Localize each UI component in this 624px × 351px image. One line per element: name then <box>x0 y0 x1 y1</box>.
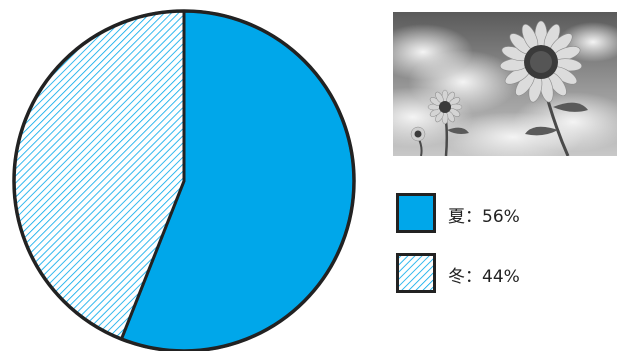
legend-swatch-winter <box>396 253 436 293</box>
pie-chart <box>12 9 356 351</box>
legend-swatch-summer <box>396 193 436 233</box>
legend-label-summer: 夏：56% <box>448 207 520 227</box>
pie-outline <box>12 9 356 351</box>
legend-label-winter: 冬：44% <box>448 267 520 287</box>
sunflower-photo <box>393 12 617 156</box>
